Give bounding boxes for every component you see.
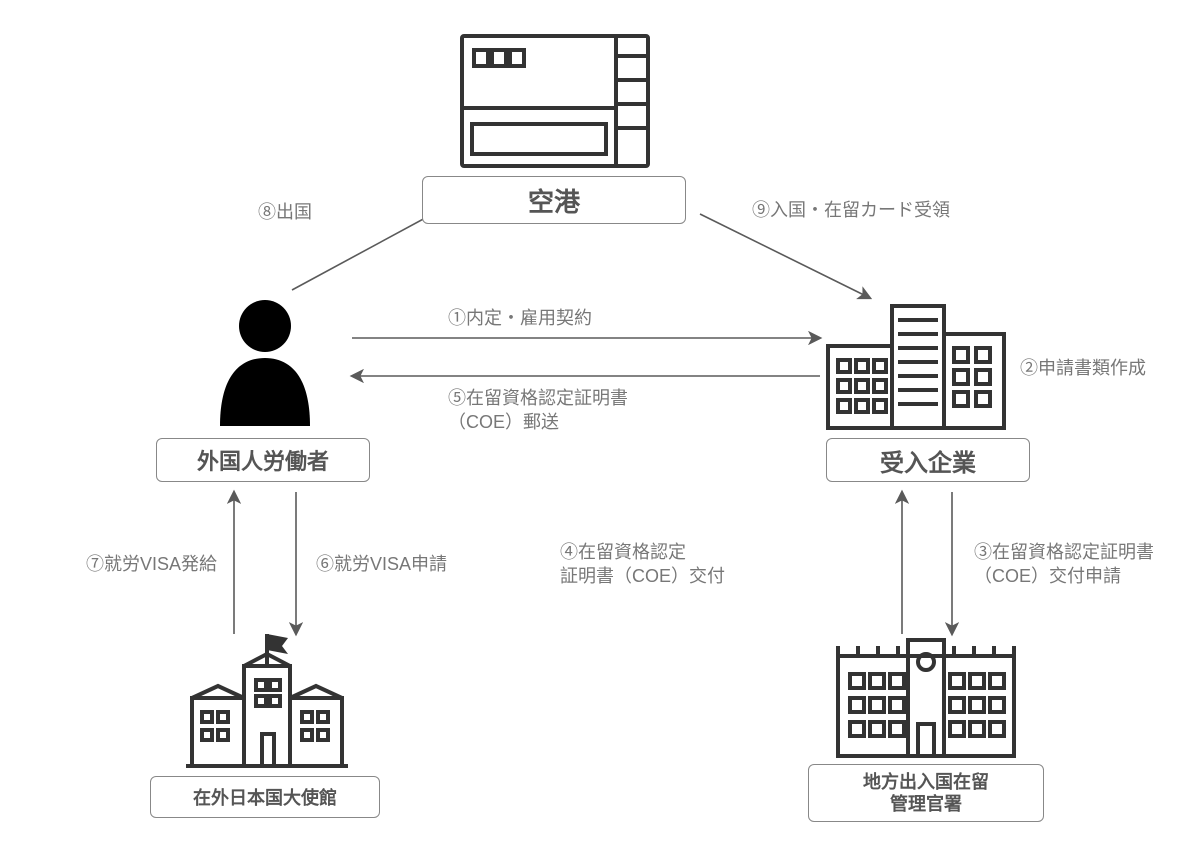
edge-label-e2: ②申請書類作成 [1020, 356, 1146, 380]
edge-label-e8: ⑧出国 [258, 200, 312, 224]
edge-label-e4-line2: 証明書（COE）交付 [560, 566, 725, 586]
edge-label-e9: ⑨入国・在留カード受領 [752, 198, 950, 222]
edge-label-e3-line2: （COE）交付申請 [974, 566, 1121, 586]
edge-label-e1: ①内定・雇用契約 [448, 306, 592, 330]
diagram-canvas: 空港 外国人労働者 受入企業 在外日本国大使館 地方出入国在留 管理官署 ⑧出国… [0, 0, 1200, 862]
edge-label-e4: ④在留資格認定 証明書（COE）交付 [560, 540, 725, 589]
edge-label-e5-line2: （COE）郵送 [448, 412, 559, 432]
immigration-label-line2: 管理官署 [890, 793, 962, 816]
edge-label-e5: ⑤在留資格認定証明書 （COE）郵送 [448, 386, 628, 435]
immigration-label-line1: 地方出入国在留 [863, 771, 989, 794]
edge-label-e3-line1: ③在留資格認定証明書 [974, 542, 1154, 562]
edge-label-e6: ⑥就労VISA申請 [316, 552, 447, 576]
airport-label: 空港 [422, 176, 686, 224]
edge-label-e4-line1: ④在留資格認定 [560, 542, 686, 562]
worker-label: 外国人労働者 [156, 438, 370, 482]
edge-label-e7: ⑦就労VISA発給 [86, 552, 217, 576]
embassy-label: 在外日本国大使館 [150, 776, 380, 818]
edge-label-e3: ③在留資格認定証明書 （COE）交付申請 [974, 540, 1154, 589]
company-label: 受入企業 [826, 438, 1030, 482]
immigration-label: 地方出入国在留 管理官署 [808, 764, 1044, 822]
edge-label-e5-line1: ⑤在留資格認定証明書 [448, 388, 628, 408]
